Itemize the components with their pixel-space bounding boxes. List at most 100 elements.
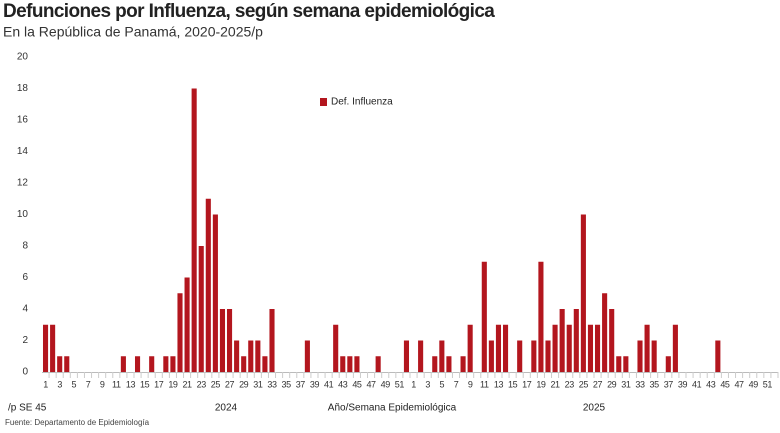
y-tick-label: 12 <box>17 178 29 189</box>
y-tick-label: 8 <box>22 241 28 252</box>
x-tick-label: 19 <box>168 379 178 389</box>
bar <box>594 324 601 372</box>
bar <box>602 293 608 372</box>
bar <box>120 356 126 372</box>
y-tick-label: 2 <box>22 335 28 346</box>
x-tick-label: 13 <box>494 379 504 389</box>
bar <box>340 356 346 372</box>
bar <box>205 198 211 372</box>
bar <box>559 309 565 372</box>
source: Fuente: Departamento de Epidemiología <box>5 418 150 427</box>
bar <box>170 356 176 372</box>
x-tick-label: 45 <box>352 379 362 389</box>
bar <box>715 340 721 372</box>
bar <box>134 356 141 372</box>
bar <box>163 356 169 372</box>
x-tick-label: 45 <box>720 379 730 389</box>
bar <box>191 88 197 372</box>
legend-swatch <box>320 98 327 106</box>
bar <box>333 324 339 372</box>
group-label: 2024 <box>215 403 238 414</box>
bar <box>212 214 218 372</box>
x-tick-label: 27 <box>225 379 235 389</box>
x-tick-label: 43 <box>338 379 348 389</box>
x-tick-label: 21 <box>182 379 192 389</box>
x-tick-label: 31 <box>253 379 263 389</box>
x-tick-label: 33 <box>267 379 277 389</box>
bar <box>354 356 360 372</box>
bar <box>57 356 63 372</box>
x-tick-label: 39 <box>678 379 688 389</box>
bar <box>198 246 204 372</box>
x-tick-label: 7 <box>86 379 91 389</box>
note: /p SE 45 <box>8 403 47 414</box>
bar <box>262 356 268 372</box>
y-tick-label: 14 <box>17 146 29 157</box>
x-tick-label: 25 <box>211 379 221 389</box>
bar <box>545 340 551 372</box>
y-tick-label: 18 <box>17 83 29 94</box>
x-tick-label: 39 <box>310 379 320 389</box>
bar <box>347 356 353 372</box>
x-tick-label: 49 <box>381 379 391 389</box>
bar <box>495 324 502 372</box>
bar <box>616 356 622 372</box>
bar <box>644 324 650 372</box>
x-tick-label: 17 <box>522 379 532 389</box>
bar <box>672 324 678 372</box>
bar <box>665 356 671 372</box>
x-tick-label: 11 <box>112 379 121 389</box>
x-tick-label: 29 <box>239 379 249 389</box>
x-tick-label: 1 <box>43 379 48 389</box>
chart-title: Defunciones por Influenza, según semana … <box>3 1 495 22</box>
bar <box>432 356 438 372</box>
bar <box>403 340 410 372</box>
bar <box>241 356 247 372</box>
x-tick-label: 35 <box>282 379 292 389</box>
x-tick-label: 47 <box>734 379 744 389</box>
x-tick-label: 51 <box>763 379 773 389</box>
x-tick-label: 49 <box>749 379 759 389</box>
y-tick-label: 10 <box>17 209 29 220</box>
x-tick-label: 11 <box>480 379 489 389</box>
group-label: 2025 <box>583 403 606 414</box>
chart-subtitle: En la República de Panamá, 2020-2025/p <box>3 24 263 40</box>
bar <box>304 340 310 372</box>
bar <box>552 324 558 372</box>
x-tick-label: 5 <box>440 379 445 389</box>
bar <box>42 324 49 372</box>
y-tick-label: 20 <box>17 52 29 63</box>
x-tick-label: 21 <box>550 379 560 389</box>
x-tick-label: 31 <box>621 379 631 389</box>
bar <box>460 356 466 372</box>
bar <box>517 340 523 372</box>
x-tick-label: 17 <box>154 379 164 389</box>
bar <box>184 277 190 372</box>
x-tick-label: 23 <box>565 379 575 389</box>
bar <box>64 356 70 372</box>
x-tick-label: 5 <box>72 379 77 389</box>
bar <box>488 340 494 372</box>
bar <box>531 340 537 372</box>
x-tick-label: 1 <box>411 379 416 389</box>
bar <box>226 309 233 372</box>
bar <box>219 309 226 372</box>
x-tick-label: 43 <box>706 379 716 389</box>
y-tick-label: 4 <box>22 304 28 315</box>
bar <box>651 340 657 372</box>
x-tick-label: 41 <box>692 379 702 389</box>
bar <box>566 324 572 372</box>
bar <box>573 309 579 372</box>
bar <box>177 293 183 372</box>
y-tick-label: 16 <box>17 115 29 126</box>
x-tick-label: 19 <box>536 379 546 389</box>
bar <box>255 340 261 372</box>
bar <box>609 309 615 372</box>
bar <box>248 340 254 372</box>
x-tick-label: 33 <box>635 379 645 389</box>
bar <box>587 324 594 372</box>
bar <box>580 214 586 372</box>
x-tick-label: 9 <box>468 379 473 389</box>
x-tick-label: 13 <box>126 379 136 389</box>
